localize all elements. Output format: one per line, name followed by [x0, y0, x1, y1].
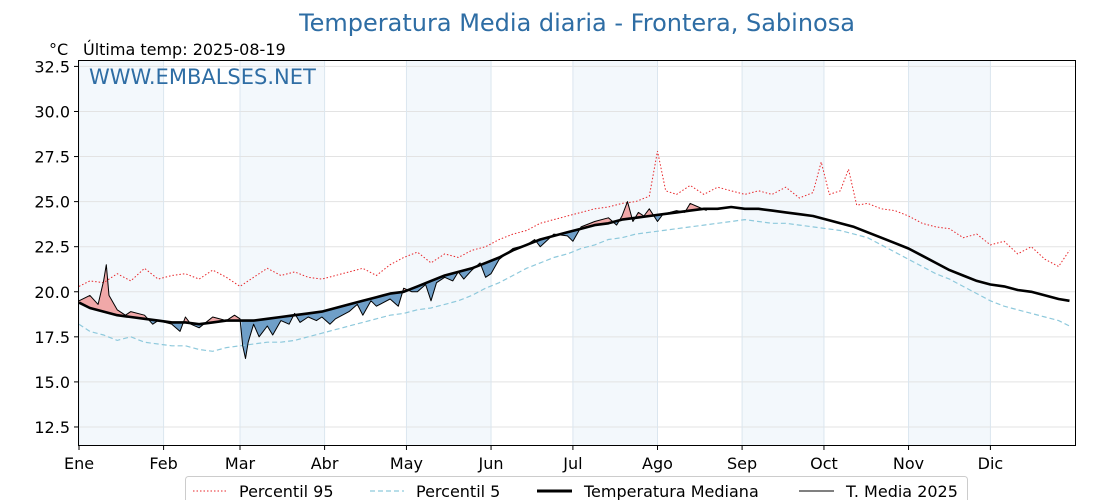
watermark: WWW.EMBALSES.NET — [89, 65, 316, 89]
below-median-fill — [295, 291, 404, 325]
month-band-may — [406, 61, 492, 445]
below-median-fill — [409, 271, 459, 301]
y-tick-label: 27.5 — [34, 148, 70, 167]
legend-label-median: Temperatura Mediana — [583, 482, 759, 500]
x-tick-label: Sep — [727, 454, 757, 473]
y-tick-label: 25.0 — [34, 193, 70, 212]
x-tick-label: May — [390, 454, 423, 473]
x-tick-label: Mar — [225, 454, 256, 473]
month-band-ene — [79, 61, 164, 445]
legend-label-p95: Percentil 95 — [239, 482, 334, 500]
x-tick-label: Dic — [978, 454, 1004, 473]
x-tick-label: Ago — [642, 454, 673, 473]
series-line-media-2025 — [78, 201, 707, 359]
legend-label-current: T. Media 2025 — [845, 482, 958, 500]
series-lines — [78, 150, 1070, 359]
plot-frame — [78, 60, 1076, 446]
x-tick-label: Abr — [311, 454, 339, 473]
above-median-fill — [620, 201, 633, 220]
y-tick-label: 22.5 — [34, 238, 70, 257]
month-bands — [79, 61, 991, 445]
series-line-percentil-95 — [78, 150, 1070, 288]
x-tick-label: Oct — [810, 454, 838, 473]
chart-title: Temperatura Media diaria - Frontera, Sab… — [298, 9, 855, 37]
month-band-jul — [572, 61, 658, 445]
month-band-nov — [908, 61, 991, 445]
y-tick-label: 32.5 — [34, 57, 70, 76]
legend: Percentil 95 Percentil 5 Temperatura Med… — [185, 476, 968, 500]
x-tick-label: Nov — [893, 454, 924, 473]
above-median-fill — [79, 264, 149, 320]
last-temp-label: Última temp: 2025-08-19 — [83, 40, 286, 59]
x-tick-label: Ene — [64, 454, 94, 473]
month-band-mar — [239, 61, 325, 445]
legend-label-p5: Percentil 5 — [416, 482, 500, 500]
month-band-sep — [742, 61, 824, 445]
legend-box — [185, 476, 968, 500]
y-tick-label: 20.0 — [34, 283, 70, 302]
y-tick-label: 17.5 — [34, 328, 70, 347]
y-tick-label: 12.5 — [34, 418, 70, 437]
y-tick-label: 15.0 — [34, 373, 70, 392]
series-line-mediana — [78, 205, 1070, 326]
below-median-fill — [481, 253, 507, 278]
below-median-fill — [559, 228, 582, 242]
x-tick-label: Jul — [562, 454, 582, 473]
x-axis: Ene Feb Mar Abr May Jun Jul Ago Sep Oct Nov Dic — [64, 445, 1003, 473]
y-axis: 12.5 15.0 17.5 20.0 22.5 25.0 27.5 30.0 32.5 — [34, 57, 79, 437]
x-tick-label: Feb — [149, 454, 177, 473]
x-tick-label: Jun — [478, 454, 504, 473]
y-tick-label: 30.0 — [34, 102, 70, 121]
unit-label: °C — [49, 40, 68, 59]
